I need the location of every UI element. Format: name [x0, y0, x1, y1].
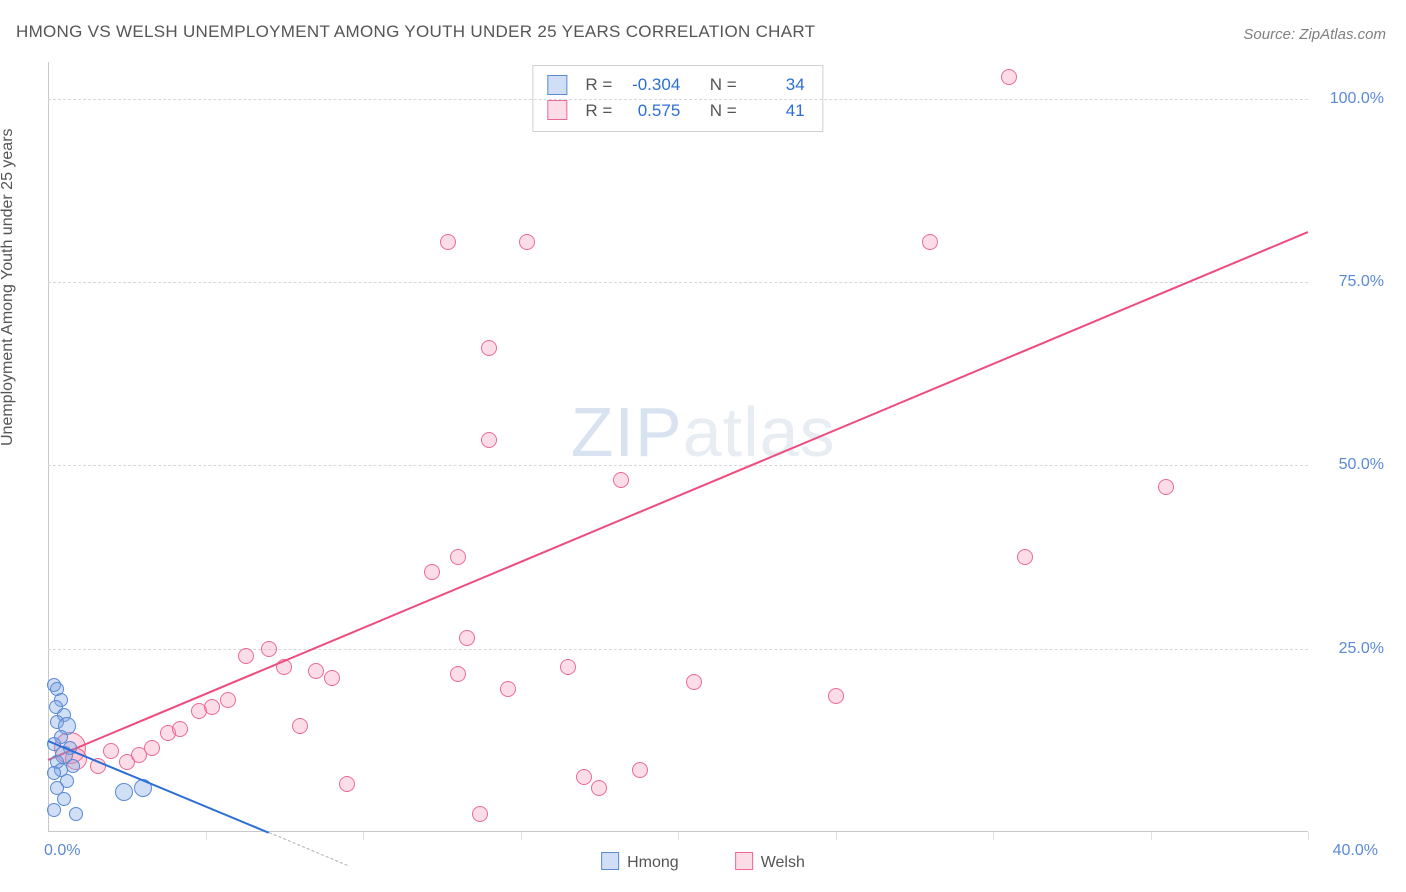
data-point — [324, 670, 340, 686]
data-point — [591, 780, 607, 796]
data-point — [115, 783, 133, 801]
stat-n-welsh: 41 — [747, 98, 805, 124]
data-point — [292, 718, 308, 734]
data-point — [519, 234, 535, 250]
chart-area: ZIPatlas R = -0.304 N = 34 R = 0.575 N =… — [48, 62, 1308, 832]
x-origin-label: 0.0% — [44, 842, 80, 860]
data-point — [238, 648, 254, 664]
data-point — [450, 666, 466, 682]
x-tick — [678, 832, 679, 840]
data-point — [613, 472, 629, 488]
data-point — [472, 806, 488, 822]
data-point — [220, 692, 236, 708]
legend-item-hmong: Hmong — [601, 852, 679, 872]
swatch-welsh — [547, 100, 567, 120]
data-point — [686, 674, 702, 690]
swatch-hmong-icon — [601, 852, 619, 870]
swatch-hmong — [547, 75, 567, 95]
data-point — [500, 681, 516, 697]
x-tick — [521, 832, 522, 840]
gridline-h — [48, 465, 1308, 466]
trend-line — [48, 740, 269, 834]
plot-region: ZIPatlas R = -0.304 N = 34 R = 0.575 N =… — [48, 62, 1308, 832]
data-point — [308, 663, 324, 679]
data-point — [576, 769, 592, 785]
legend-label-welsh: Welsh — [761, 854, 805, 871]
data-point — [47, 803, 61, 817]
data-point — [339, 776, 355, 792]
stat-r-welsh: 0.575 — [622, 98, 680, 124]
stat-n-hmong: 34 — [747, 72, 805, 98]
data-point — [69, 807, 83, 821]
y-tick-label: 100.0% — [1330, 90, 1384, 108]
data-point — [440, 234, 456, 250]
legend-label-hmong: Hmong — [627, 854, 679, 871]
data-point — [632, 762, 648, 778]
swatch-welsh-icon — [735, 852, 753, 870]
source-prefix: Source: — [1243, 26, 1299, 43]
data-point — [481, 340, 497, 356]
stat-n-label-2: N = — [710, 98, 737, 124]
data-point — [828, 688, 844, 704]
watermark: ZIPatlas — [571, 392, 836, 472]
legend-bottom: Hmong Welsh — [601, 852, 805, 872]
gridline-h — [48, 99, 1308, 100]
data-point — [922, 234, 938, 250]
x-tick — [363, 832, 364, 840]
y-axis-title: Unemployment Among Youth under 25 years — [0, 128, 17, 446]
stat-r-hmong: -0.304 — [622, 72, 680, 98]
x-tick — [1151, 832, 1152, 840]
gridline-h — [48, 649, 1308, 650]
stat-n-label: N = — [710, 72, 737, 98]
data-point — [1017, 549, 1033, 565]
trend-line — [268, 832, 347, 866]
gridline-h — [48, 282, 1308, 283]
data-point — [1158, 479, 1174, 495]
data-point — [1001, 69, 1017, 85]
data-point — [560, 659, 576, 675]
x-tick — [206, 832, 207, 840]
trend-line — [48, 231, 1309, 761]
data-point — [450, 549, 466, 565]
x-end-label: 40.0% — [1333, 842, 1378, 860]
data-point — [459, 630, 475, 646]
y-axis-line — [48, 62, 49, 832]
data-point — [204, 699, 220, 715]
chart-title: HMONG VS WELSH UNEMPLOYMENT AMONG YOUTH … — [16, 22, 815, 42]
x-tick — [836, 832, 837, 840]
y-tick-label: 75.0% — [1339, 273, 1384, 291]
data-point — [261, 641, 277, 657]
source-link[interactable]: ZipAtlas.com — [1299, 26, 1386, 43]
data-point — [103, 743, 119, 759]
x-tick — [993, 832, 994, 840]
x-tick — [1308, 832, 1309, 840]
legend-item-welsh: Welsh — [735, 852, 805, 872]
y-tick-label: 50.0% — [1339, 456, 1384, 474]
data-point — [481, 432, 497, 448]
data-point — [172, 721, 188, 737]
data-point — [66, 759, 80, 773]
source-attribution: Source: ZipAtlas.com — [1243, 26, 1386, 43]
stats-row-hmong: R = -0.304 N = 34 — [547, 72, 804, 98]
stats-row-welsh: R = 0.575 N = 41 — [547, 98, 804, 124]
stat-r-label-2: R = — [585, 98, 612, 124]
data-point — [424, 564, 440, 580]
y-tick-label: 25.0% — [1339, 640, 1384, 658]
data-point — [144, 740, 160, 756]
stat-r-label: R = — [585, 72, 612, 98]
